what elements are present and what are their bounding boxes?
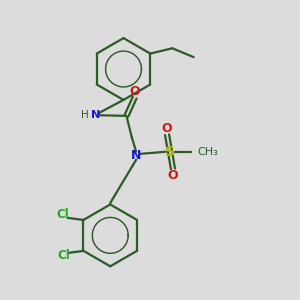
Text: H: H <box>81 110 89 120</box>
Text: O: O <box>168 169 178 182</box>
Text: O: O <box>129 85 140 98</box>
Text: S: S <box>165 145 175 159</box>
Text: Cl: Cl <box>57 249 70 262</box>
Text: Cl: Cl <box>56 208 69 221</box>
Text: N: N <box>131 149 141 162</box>
Text: N: N <box>91 110 100 120</box>
Text: O: O <box>162 122 172 135</box>
Text: CH₃: CH₃ <box>197 147 218 157</box>
